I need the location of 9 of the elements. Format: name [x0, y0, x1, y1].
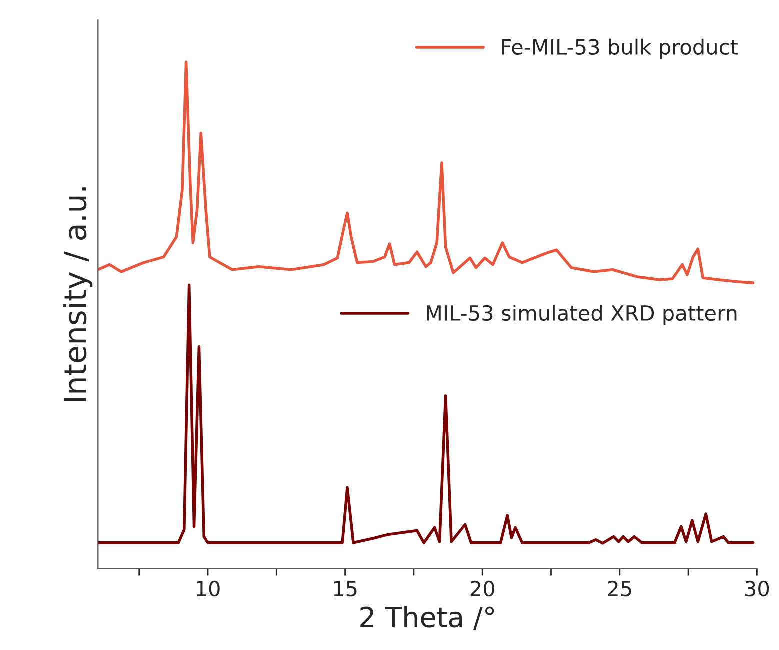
- x-tick-label: 20: [470, 580, 494, 597]
- y-axis-title: Intensity / a.u.: [63, 188, 93, 402]
- x-tick-label: 30: [746, 580, 770, 597]
- x-tick-label: 25: [608, 580, 632, 597]
- x-tick-label: 10: [197, 580, 220, 597]
- legend-label: MIL-53 simulated XRD pattern: [426, 304, 737, 326]
- legend-label: Fe-MIL-53 bulk product: [502, 38, 738, 60]
- x-axis-title: 2 Theta /°: [360, 606, 494, 630]
- x-tick-label: 15: [334, 581, 357, 597]
